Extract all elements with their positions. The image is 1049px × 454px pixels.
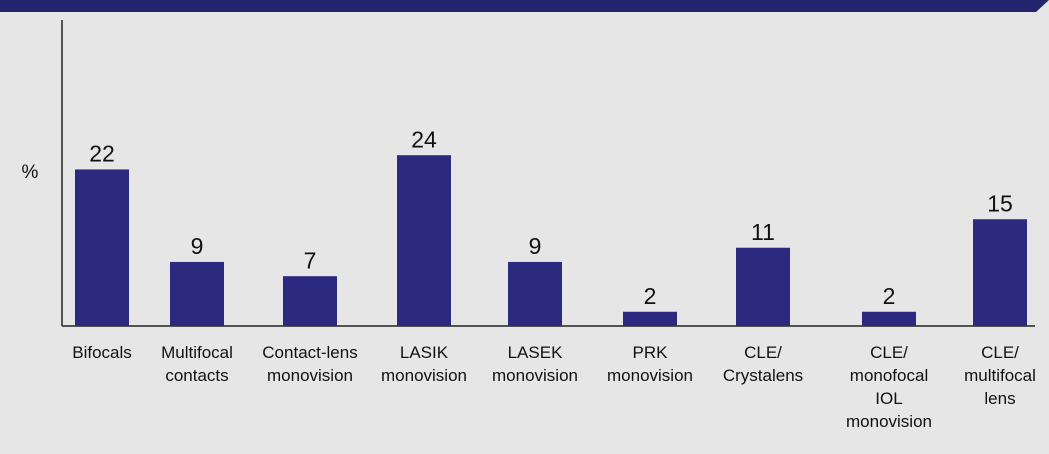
bar	[736, 247, 790, 326]
bar	[397, 155, 451, 326]
x-tick-label-line: Crystalens	[723, 366, 803, 385]
y-axis-label: %	[22, 162, 39, 183]
x-tick-label: CLE/monofocal IOL monovision	[846, 343, 932, 431]
x-tick-label: Bifocals	[72, 343, 132, 362]
x-tick-label: CLE/multifocal lens	[964, 343, 1036, 408]
bar	[75, 169, 129, 326]
x-tick-label-line: contacts	[165, 366, 228, 385]
x-tick-label-line: Multifocal	[161, 343, 233, 362]
x-tick-label: CLE/Crystalens	[723, 343, 803, 385]
value-label: 7	[304, 247, 317, 273]
x-tick-label: Contact-lens monovision	[262, 343, 357, 385]
x-tick-label-line: LASEK	[508, 343, 563, 362]
x-tick-label: PRK monovision	[607, 343, 693, 385]
x-tick-label-line: CLE/	[981, 343, 1019, 362]
value-label: 24	[411, 126, 437, 152]
x-tick-label-line: monovision	[607, 366, 693, 385]
x-tick-label-line: LASIK	[400, 343, 449, 362]
value-label: 2	[644, 283, 657, 309]
value-label: 11	[751, 219, 775, 245]
x-tick-label: Multifocal contacts	[161, 343, 233, 385]
x-tick-label-line: lens	[984, 389, 1015, 408]
value-label: 2	[883, 283, 896, 309]
x-tick-label-line: monovision	[267, 366, 353, 385]
x-tick-label-line: multifocal	[964, 366, 1036, 385]
x-tick-label-line: IOL	[875, 389, 902, 408]
value-label: 9	[191, 233, 204, 259]
x-tick-label-line: PRK	[633, 343, 669, 362]
bar	[623, 311, 677, 326]
x-tick-label-line: monovision	[492, 366, 578, 385]
bar	[508, 261, 562, 326]
x-tick-label: LASEK monovision	[492, 343, 578, 385]
value-label: 9	[529, 233, 542, 259]
x-tick-label-line: monofocal	[850, 366, 928, 385]
value-label: 22	[89, 141, 115, 167]
bar	[973, 219, 1027, 326]
bar	[170, 261, 224, 326]
bar	[283, 276, 337, 326]
x-tick-label-line: Contact-lens	[262, 343, 357, 362]
x-tick-label-line: monovision	[846, 412, 932, 431]
header-bar	[0, 0, 1049, 12]
x-tick-label-line: Bifocals	[72, 343, 132, 362]
x-tick-label-line: monovision	[381, 366, 467, 385]
bar	[862, 311, 916, 326]
x-tick-label-line: CLE/	[870, 343, 908, 362]
x-tick-label: LASIK monovision	[381, 343, 467, 385]
x-tick-label-line: CLE/	[744, 343, 782, 362]
value-label: 15	[987, 190, 1013, 216]
